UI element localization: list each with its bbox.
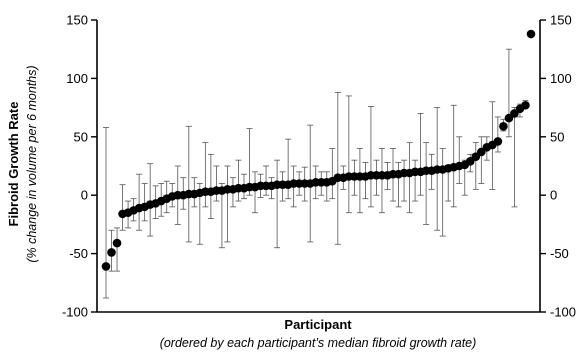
error-bar [412,159,419,202]
error-bar [401,159,408,202]
left-y-tick-label: 100 [66,71,88,86]
error-bar [263,165,270,196]
left-y-tick-label: -100 [62,305,88,320]
error-bar [235,159,242,202]
error-bars [103,48,529,299]
error-bar [274,159,281,249]
error-bar [494,116,501,153]
error-bar [417,113,424,196]
error-bar [439,148,446,237]
error-bar [378,148,385,214]
error-bar [450,104,457,208]
y-axis-sublabel: (% change in volume per 6 months) [25,65,39,262]
y-axis-label: Fibroid Growth Rate [6,102,21,227]
error-bar [213,165,220,202]
right-y-tick-label: 150 [550,13,572,28]
error-bar [345,95,352,214]
error-bar [141,183,148,222]
data-point [493,137,503,146]
error-bar [406,142,413,214]
x-axis-sublabel: (ordered by each participant’s median fi… [160,336,477,350]
error-bar [456,136,463,184]
error-bar [395,162,402,208]
data-points [101,29,536,271]
data-point [499,121,508,131]
error-bar [423,142,430,225]
error-bar [367,106,374,208]
data-point [107,248,116,257]
data-point [101,262,111,271]
error-bar [136,173,143,231]
axis-labels: Fibroid Growth Rate (% change in volume … [6,65,476,350]
error-bar [511,107,518,208]
left-y-tick-label: 150 [66,13,88,28]
right-y-tick-label: 50 [550,129,564,144]
error-bar [147,163,154,237]
left-y-tick-label: 0 [81,188,88,203]
right-y-tick-label: -100 [550,305,576,320]
error-bar [202,142,209,208]
error-bar [285,138,292,200]
error-bar [252,171,259,214]
error-bar [103,127,109,299]
error-bar [472,142,479,190]
error-bar [329,148,336,200]
left-y-tick-label: 50 [74,129,88,144]
data-point [526,29,536,39]
error-bar [185,125,192,243]
data-point [112,238,122,248]
x-axis-label: Participant [284,317,352,332]
error-bar [478,136,485,184]
error-bar [207,153,214,219]
right-y-tick-label: 100 [550,71,572,86]
right-y-tick-label: -50 [550,246,569,261]
error-bar [114,227,121,272]
error-bar [505,48,512,138]
data-point [521,100,530,110]
left-y-tick-label: -50 [69,246,88,261]
right-y-tick-label: 0 [550,188,557,203]
error-bar [334,92,341,245]
axes: -100 -100 -50 -50 0 0 50 50 100 100 150 150 [62,13,576,320]
error-bar [119,184,126,231]
error-bar [224,165,231,243]
